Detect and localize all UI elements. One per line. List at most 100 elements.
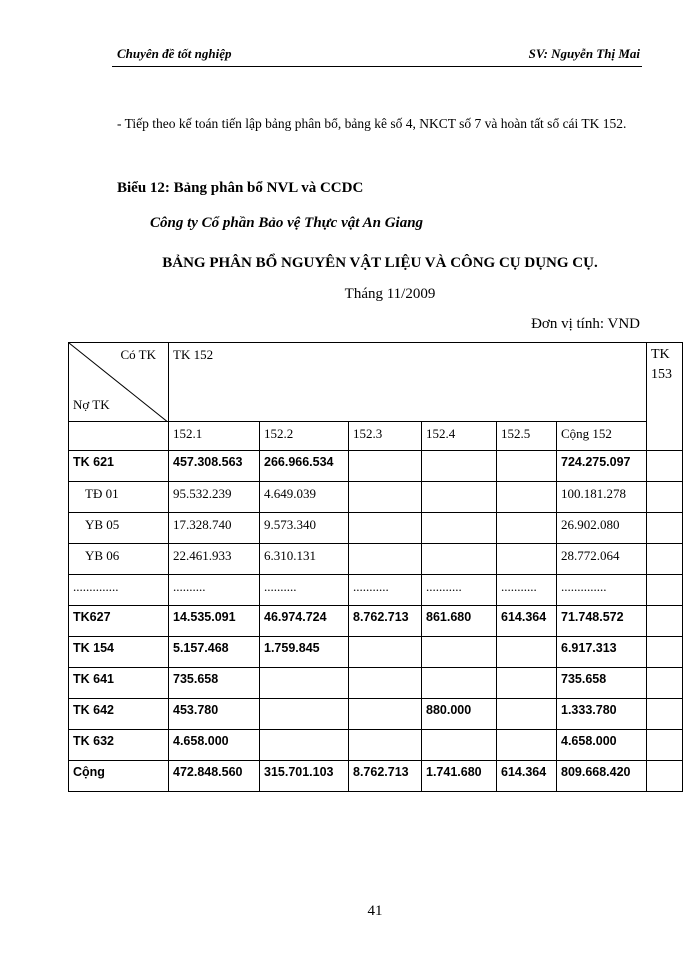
cell: 4.649.039 bbox=[259, 481, 349, 513]
cell bbox=[496, 450, 557, 482]
cell bbox=[646, 760, 683, 792]
subheader: 152.1 bbox=[168, 421, 260, 451]
cell bbox=[421, 512, 497, 544]
row: ........................................… bbox=[68, 574, 683, 606]
row-label: TK 632 bbox=[68, 729, 169, 761]
row: TK 154 5.157.468 1.759.845 6.917.313 bbox=[68, 636, 683, 668]
header-row: Có TK Nợ TK TK 152 TK 153 bbox=[68, 342, 683, 451]
cell bbox=[348, 698, 422, 730]
cell: 614.364 bbox=[496, 760, 557, 792]
row: YB 06 22.461.933 6.310.131 28.772.064 bbox=[68, 543, 683, 575]
cell bbox=[496, 729, 557, 761]
cell: 457.308.563 bbox=[168, 450, 260, 482]
cell bbox=[421, 636, 497, 668]
cell: 6.917.313 bbox=[556, 636, 647, 668]
header-right: SV: Nguyễn Thị Mai bbox=[528, 46, 640, 61]
cell bbox=[646, 698, 683, 730]
cell: 100.181.278 bbox=[556, 481, 647, 513]
paragraph: - Tiếp theo kế toán tiến lập bảng phân b… bbox=[117, 116, 627, 131]
cell bbox=[259, 667, 349, 699]
cell bbox=[646, 450, 683, 482]
subheader: 152.4 bbox=[421, 421, 497, 451]
cell bbox=[496, 636, 557, 668]
cell: .............. bbox=[556, 574, 647, 606]
cell bbox=[646, 636, 683, 668]
row: TĐ 01 95.532.239 4.649.039 100.181.278 bbox=[68, 481, 683, 513]
cell bbox=[646, 729, 683, 761]
header-rule bbox=[112, 66, 642, 67]
cell bbox=[646, 667, 683, 699]
unit: Đơn vị tính: VND bbox=[531, 316, 640, 332]
cell bbox=[348, 512, 422, 544]
row: TK627 14.535.091 46.974.724 8.762.713 861.68… bbox=[68, 605, 683, 637]
cell bbox=[496, 698, 557, 730]
row-label: TK 642 bbox=[68, 698, 169, 730]
row: TK 632 4.658.000 4.658.000 bbox=[68, 729, 683, 761]
cell bbox=[421, 543, 497, 575]
cell: 9.573.340 bbox=[259, 512, 349, 544]
heading: Biểu 12: Bảng phân bổ NVL và CCDC bbox=[117, 180, 364, 196]
cell: 614.364 bbox=[496, 605, 557, 637]
subheader: 152.3 bbox=[348, 421, 422, 451]
subheader: 152.2 bbox=[259, 421, 349, 451]
title: BẢNG PHÂN BỔ NGUYÊN VẬT LIỆU VÀ CÔNG CỤ … bbox=[162, 255, 598, 271]
cell: 1.741.680 bbox=[421, 760, 497, 792]
cell: 453.780 bbox=[168, 698, 260, 730]
cell: 4.658.000 bbox=[556, 729, 647, 761]
cell: 71.748.572 bbox=[556, 605, 647, 637]
row-label: TK 621 bbox=[68, 450, 169, 482]
header-left: Chuyên đề tốt nghiệp bbox=[117, 46, 232, 61]
company: Công ty Cổ phần Bảo vệ Thực vật An Giang bbox=[150, 215, 424, 231]
cell bbox=[421, 667, 497, 699]
cell: 266.966.534 bbox=[259, 450, 349, 482]
cell bbox=[646, 605, 683, 637]
cell bbox=[496, 481, 557, 513]
row-label: TK627 bbox=[68, 605, 169, 637]
cell: 1.759.845 bbox=[259, 636, 349, 668]
page-number: 41 bbox=[367, 903, 383, 919]
subheader: 152.5 bbox=[496, 421, 557, 451]
allocation-table: Có TK Nợ TK TK 152 TK 153 152.1 152.2 152.… bbox=[68, 342, 683, 792]
cell: 735.658 bbox=[168, 667, 260, 699]
cell bbox=[421, 481, 497, 513]
cell bbox=[348, 450, 422, 482]
cell: 472.848.560 bbox=[168, 760, 260, 792]
subheader: Cộng 152 bbox=[556, 421, 647, 451]
row-label: YB 05 bbox=[68, 512, 169, 544]
cell: ........... bbox=[348, 574, 422, 606]
cell: 4.658.000 bbox=[168, 729, 260, 761]
group-header: TK 152 bbox=[168, 342, 647, 422]
cell: 735.658 bbox=[556, 667, 647, 699]
row: YB 05 17.328.740 9.573.340 26.902.080 bbox=[68, 512, 683, 544]
cell: 95.532.239 bbox=[168, 481, 260, 513]
cell: .......... bbox=[168, 574, 260, 606]
cell: 8.762.713 bbox=[348, 760, 422, 792]
row-label: .............. bbox=[68, 574, 169, 606]
cell: 315.701.103 bbox=[259, 760, 349, 792]
cell bbox=[421, 729, 497, 761]
cell bbox=[646, 481, 683, 513]
group-header: TK 153 bbox=[646, 342, 683, 451]
cell bbox=[496, 667, 557, 699]
cell: 724.275.097 bbox=[556, 450, 647, 482]
cell bbox=[421, 450, 497, 482]
cell: 809.668.420 bbox=[556, 760, 647, 792]
period: Tháng 11/2009 bbox=[344, 286, 436, 302]
cell bbox=[646, 543, 683, 575]
cell: 26.902.080 bbox=[556, 512, 647, 544]
corner-top: Có TK bbox=[120, 347, 156, 362]
corner-cell: Có TK Nợ TK bbox=[68, 342, 169, 422]
cell bbox=[646, 512, 683, 544]
row-label: TK 154 bbox=[68, 636, 169, 668]
subheader-row: 152.1 152.2 152.3 152.4 152.5 Cộng 152 bbox=[68, 421, 683, 451]
cell: ........... bbox=[421, 574, 497, 606]
cell: 22.461.933 bbox=[168, 543, 260, 575]
cell bbox=[259, 729, 349, 761]
cell: 17.328.740 bbox=[168, 512, 260, 544]
cell: 861.680 bbox=[421, 605, 497, 637]
cell bbox=[496, 543, 557, 575]
cell bbox=[348, 729, 422, 761]
row: TK 621 457.308.563 266.966.534 724.275.097 bbox=[68, 450, 683, 482]
cell: 14.535.091 bbox=[168, 605, 260, 637]
